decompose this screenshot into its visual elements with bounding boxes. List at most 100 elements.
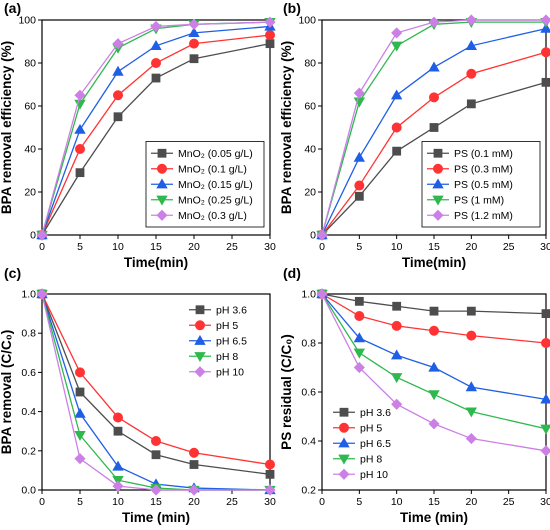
series-line <box>321 21 546 236</box>
x-tick-label: 20 <box>188 241 200 253</box>
data-point <box>466 99 476 109</box>
data-point <box>354 311 365 322</box>
legend-marker <box>156 195 168 206</box>
series-line <box>321 293 547 452</box>
series-line <box>321 293 547 430</box>
data-point <box>75 143 86 154</box>
data-point <box>428 418 440 430</box>
legend-label: PS (0.3 mM) <box>454 164 513 176</box>
x-tick-label: 25 <box>226 241 238 253</box>
y-tick-label: 100 <box>18 15 36 27</box>
data-point <box>540 22 550 33</box>
series-line <box>321 293 547 344</box>
data-point <box>264 484 276 496</box>
data-point <box>354 180 365 191</box>
legend-marker <box>194 320 205 331</box>
data-point <box>189 460 199 469</box>
legend: pH 3.6 pH 5 pH 6.5 pH 8 pH 10 <box>189 305 247 379</box>
y-tick-label: 0.0 <box>21 485 36 497</box>
data-point <box>150 435 161 446</box>
x-tick-label: 10 <box>112 241 124 253</box>
data-point <box>188 27 200 38</box>
legend-label: pH 8 <box>216 351 238 363</box>
data-point <box>316 288 328 300</box>
data-point <box>264 459 275 470</box>
x-tick-label: 15 <box>428 241 440 253</box>
legend-marker <box>432 163 443 174</box>
legend-label: PS (1 mM) <box>454 195 504 207</box>
series-line <box>41 21 271 236</box>
data-point <box>390 41 403 52</box>
data-point <box>113 412 124 423</box>
series-line <box>41 293 270 491</box>
legend-label: pH 8 <box>360 454 382 466</box>
x-tick-label: 5 <box>356 241 362 253</box>
legend-marker <box>195 305 205 315</box>
y-tick-label: 0.4 <box>301 436 316 448</box>
legend-label: MnO₂ (0.25 g/L) <box>178 195 253 207</box>
y-tick-label: 20 <box>24 187 36 199</box>
data-point <box>74 430 86 441</box>
x-tick-label: 30 <box>264 496 276 508</box>
x-tick-label: 25 <box>226 496 238 508</box>
data-point <box>112 65 124 76</box>
x-tick-label: 0 <box>319 496 325 508</box>
data-point <box>189 54 199 64</box>
legend-marker <box>194 366 206 378</box>
data-point <box>265 469 275 479</box>
y-tick-label: 0 <box>30 230 36 242</box>
x-tick-label: 30 <box>264 241 276 253</box>
x-tick-label: 25 <box>503 496 515 508</box>
x-tick-label: 15 <box>428 496 440 508</box>
data-point <box>390 89 403 100</box>
legend-label: pH 5 <box>216 320 238 332</box>
data-point <box>74 123 86 134</box>
x-tick-label: 20 <box>465 496 477 508</box>
data-point <box>353 151 366 162</box>
y-tick-label: 80 <box>24 58 36 70</box>
data-point <box>391 122 402 133</box>
data-point <box>354 191 364 201</box>
data-point <box>112 460 124 471</box>
data-point <box>391 27 403 39</box>
data-point <box>113 112 123 122</box>
y-axis-title: BPA removal efficiency (%) <box>279 41 294 214</box>
data-point <box>428 325 439 336</box>
data-point <box>36 229 48 241</box>
data-point <box>75 168 85 178</box>
data-point <box>150 20 162 33</box>
series-line <box>41 293 271 466</box>
data-point <box>188 484 200 496</box>
data-point <box>150 484 162 496</box>
x-axis-title: Time(min) <box>402 255 466 270</box>
data-point <box>540 424 550 435</box>
data-point <box>465 39 478 50</box>
legend-label: pH 6.5 <box>360 438 391 450</box>
x-tick-label: 5 <box>356 496 362 508</box>
y-tick-label: 0.6 <box>21 367 36 379</box>
legend: pH 3.6 pH 5 pH 6.5 pH 8 pH 10 <box>333 407 391 481</box>
x-tick-label: 15 <box>150 496 162 508</box>
series-line <box>321 51 547 236</box>
data-point <box>353 332 366 343</box>
y-axis-title: BPA removal (C/C₀) <box>0 330 14 455</box>
legend-marker <box>338 454 350 465</box>
data-point <box>113 426 123 436</box>
data-point <box>151 450 161 460</box>
legend-label: pH 3.6 <box>216 305 247 317</box>
x-axis-title: Time (min) <box>400 510 468 525</box>
y-tick-label: 0.8 <box>21 328 36 340</box>
data-point <box>466 330 477 341</box>
data-point <box>466 306 476 316</box>
y-axis-title: PS residual (C/C₀) <box>279 334 294 450</box>
legend-label: PS (0.1 mM) <box>454 148 513 160</box>
legend-label: PS (1.2 mM) <box>454 210 513 222</box>
legend-label: pH 5 <box>360 423 382 435</box>
data-point <box>541 77 550 87</box>
legend-marker <box>338 468 350 480</box>
y-tick-label: 80 <box>304 58 316 70</box>
data-point <box>540 445 550 457</box>
data-point <box>428 92 439 103</box>
series-line <box>41 293 271 491</box>
legend-marker <box>432 195 444 206</box>
